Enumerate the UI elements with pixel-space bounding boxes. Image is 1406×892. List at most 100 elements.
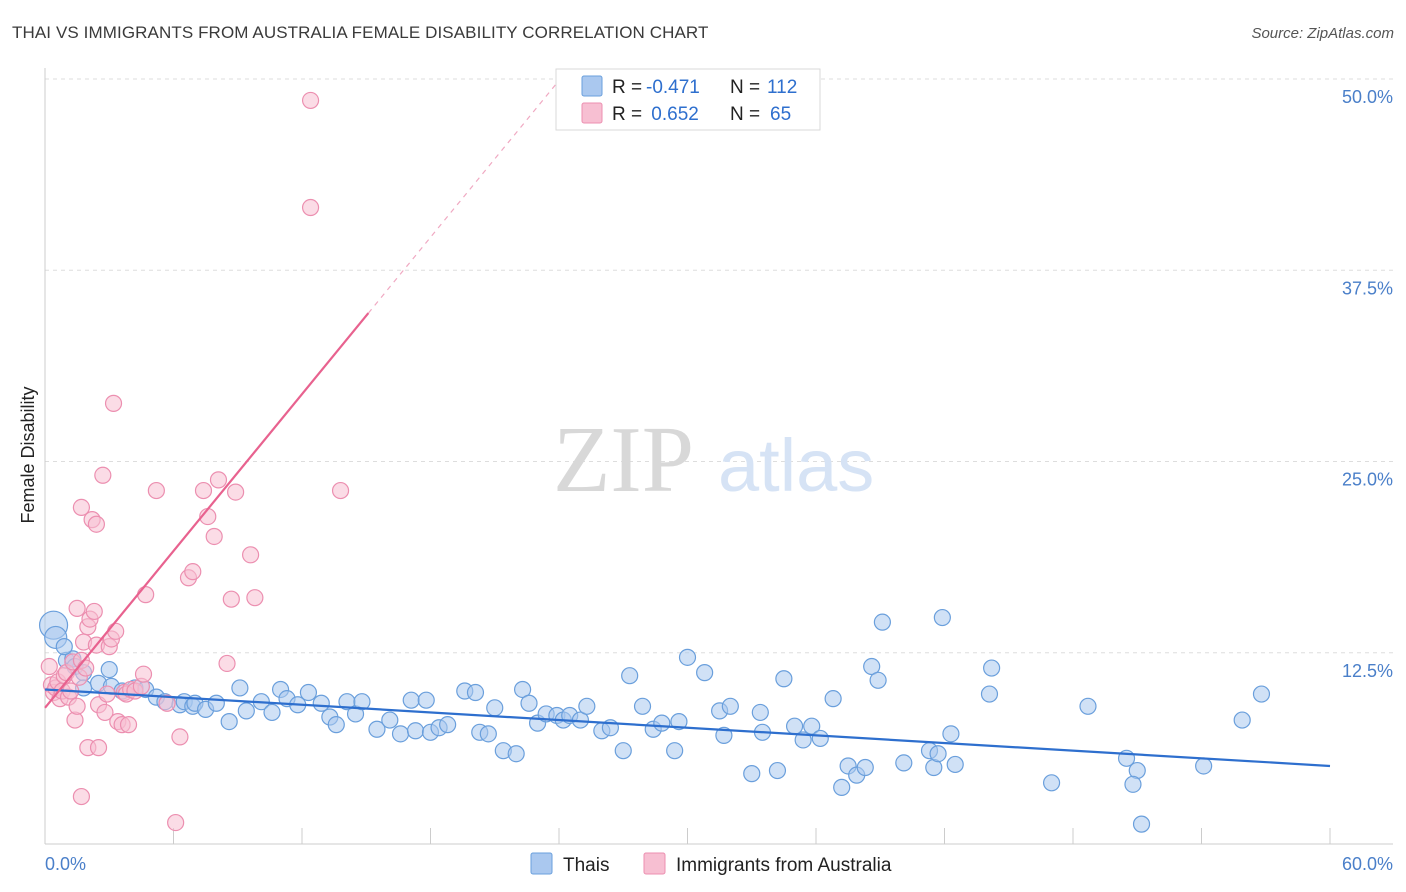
stats-legend: R = -0.471 N = 112 R = 0.652 N = 65 bbox=[555, 68, 821, 131]
thais-point bbox=[942, 725, 960, 743]
thais-point bbox=[811, 729, 829, 748]
thais-point bbox=[1252, 685, 1271, 703]
y-tick-label: 50.0% bbox=[1342, 87, 1393, 107]
series-legend-label-thais: Thais bbox=[563, 855, 609, 876]
australia-point bbox=[134, 665, 153, 683]
y-tick-label: 37.5% bbox=[1342, 278, 1393, 298]
thais-point bbox=[207, 694, 225, 712]
legend-swatch-australia bbox=[581, 102, 603, 124]
axes bbox=[44, 68, 1393, 845]
thais-point bbox=[869, 671, 887, 689]
australia-point bbox=[301, 91, 320, 110]
australia-point bbox=[72, 787, 91, 806]
thais-point bbox=[775, 670, 793, 688]
trend-lines bbox=[44, 80, 1331, 768]
australia-point bbox=[167, 813, 185, 832]
y-axis-title: Female Disability bbox=[18, 386, 38, 523]
x-tick-label: 0.0% bbox=[45, 854, 86, 874]
australia-point bbox=[242, 546, 260, 564]
australia-trend-line bbox=[44, 312, 370, 709]
thais-point bbox=[1132, 815, 1151, 833]
thais-point bbox=[696, 664, 714, 682]
series-legend-swatch-thais bbox=[530, 852, 553, 875]
thais-point bbox=[220, 712, 238, 731]
thais-point bbox=[520, 694, 538, 712]
thais-point bbox=[794, 731, 812, 749]
y-tick-label: 25.0% bbox=[1342, 470, 1393, 490]
thais-point bbox=[983, 659, 1001, 677]
australia-point bbox=[158, 694, 176, 712]
australia-point bbox=[40, 657, 58, 676]
watermark-zip: ZIP bbox=[553, 408, 694, 512]
australia-point bbox=[246, 589, 264, 607]
legend-r-value: -0.471 bbox=[646, 77, 700, 98]
thais-point bbox=[231, 679, 249, 697]
thais-point bbox=[980, 685, 999, 703]
australia-point bbox=[107, 622, 125, 640]
australia-point bbox=[72, 498, 91, 516]
thais-point bbox=[100, 660, 118, 679]
thais-point bbox=[507, 745, 525, 763]
thais-point bbox=[863, 657, 881, 676]
australia-point bbox=[171, 728, 189, 746]
australia-points bbox=[40, 91, 350, 832]
legend-n-label: N = bbox=[730, 104, 760, 125]
thais-point bbox=[479, 725, 497, 743]
thais-point bbox=[653, 714, 671, 732]
x-tick-label: 60.0% bbox=[1342, 854, 1393, 874]
legend-n-value: 65 bbox=[770, 104, 791, 125]
thais-point bbox=[833, 778, 851, 796]
thais-point bbox=[946, 755, 964, 774]
australia-point bbox=[104, 394, 123, 412]
thais-point bbox=[670, 712, 688, 731]
thais-point bbox=[1042, 774, 1061, 792]
australia-point bbox=[119, 716, 138, 734]
thais-point bbox=[721, 697, 739, 715]
australia-point bbox=[137, 586, 155, 604]
thais-point bbox=[743, 765, 761, 783]
thais-point bbox=[715, 726, 733, 744]
thais-point bbox=[381, 711, 399, 729]
thais-point bbox=[55, 638, 73, 656]
watermark-atlas: atlas bbox=[718, 424, 874, 507]
legend-r-label: R = bbox=[612, 104, 642, 125]
legend-r-label: R = bbox=[612, 77, 642, 98]
thais-point bbox=[1233, 711, 1251, 729]
australia-point bbox=[147, 481, 165, 500]
thais-point bbox=[439, 716, 457, 734]
australia-point bbox=[184, 563, 202, 581]
thais-point bbox=[895, 754, 913, 772]
thais-point bbox=[1195, 757, 1213, 775]
australia-point bbox=[218, 654, 236, 673]
thais-point bbox=[513, 680, 532, 699]
australia-point bbox=[89, 739, 108, 757]
australia-point bbox=[77, 659, 95, 677]
australia-point bbox=[222, 590, 240, 608]
australia-point bbox=[227, 483, 245, 501]
thais-point bbox=[1124, 775, 1142, 793]
thais-point bbox=[633, 697, 652, 715]
series-legend-swatch-australia bbox=[643, 852, 666, 875]
australia-point bbox=[301, 198, 320, 217]
series-legend: Thais Immigrants from Australia bbox=[530, 852, 892, 876]
legend-n-label: N = bbox=[730, 77, 760, 98]
thais-point bbox=[466, 683, 485, 702]
australia-point bbox=[85, 602, 103, 621]
thais-point bbox=[391, 725, 410, 743]
thais-point bbox=[785, 717, 804, 735]
thais-point bbox=[327, 716, 345, 734]
x-tick-labels: 0.0% 60.0% bbox=[45, 854, 1393, 874]
thais-point bbox=[312, 694, 330, 712]
gridlines bbox=[45, 78, 1393, 654]
thais-point bbox=[873, 613, 891, 631]
thais-points bbox=[38, 608, 1271, 833]
australia-point bbox=[68, 599, 86, 617]
australia-point bbox=[331, 481, 350, 500]
chart-title: THAI VS IMMIGRANTS FROM AUSTRALIA FEMALE… bbox=[12, 23, 709, 42]
legend-r-value: 0.652 bbox=[646, 104, 699, 125]
australia-point bbox=[68, 697, 86, 715]
australia-point bbox=[194, 481, 213, 500]
thais-point bbox=[237, 702, 255, 720]
thais-point bbox=[402, 691, 420, 709]
